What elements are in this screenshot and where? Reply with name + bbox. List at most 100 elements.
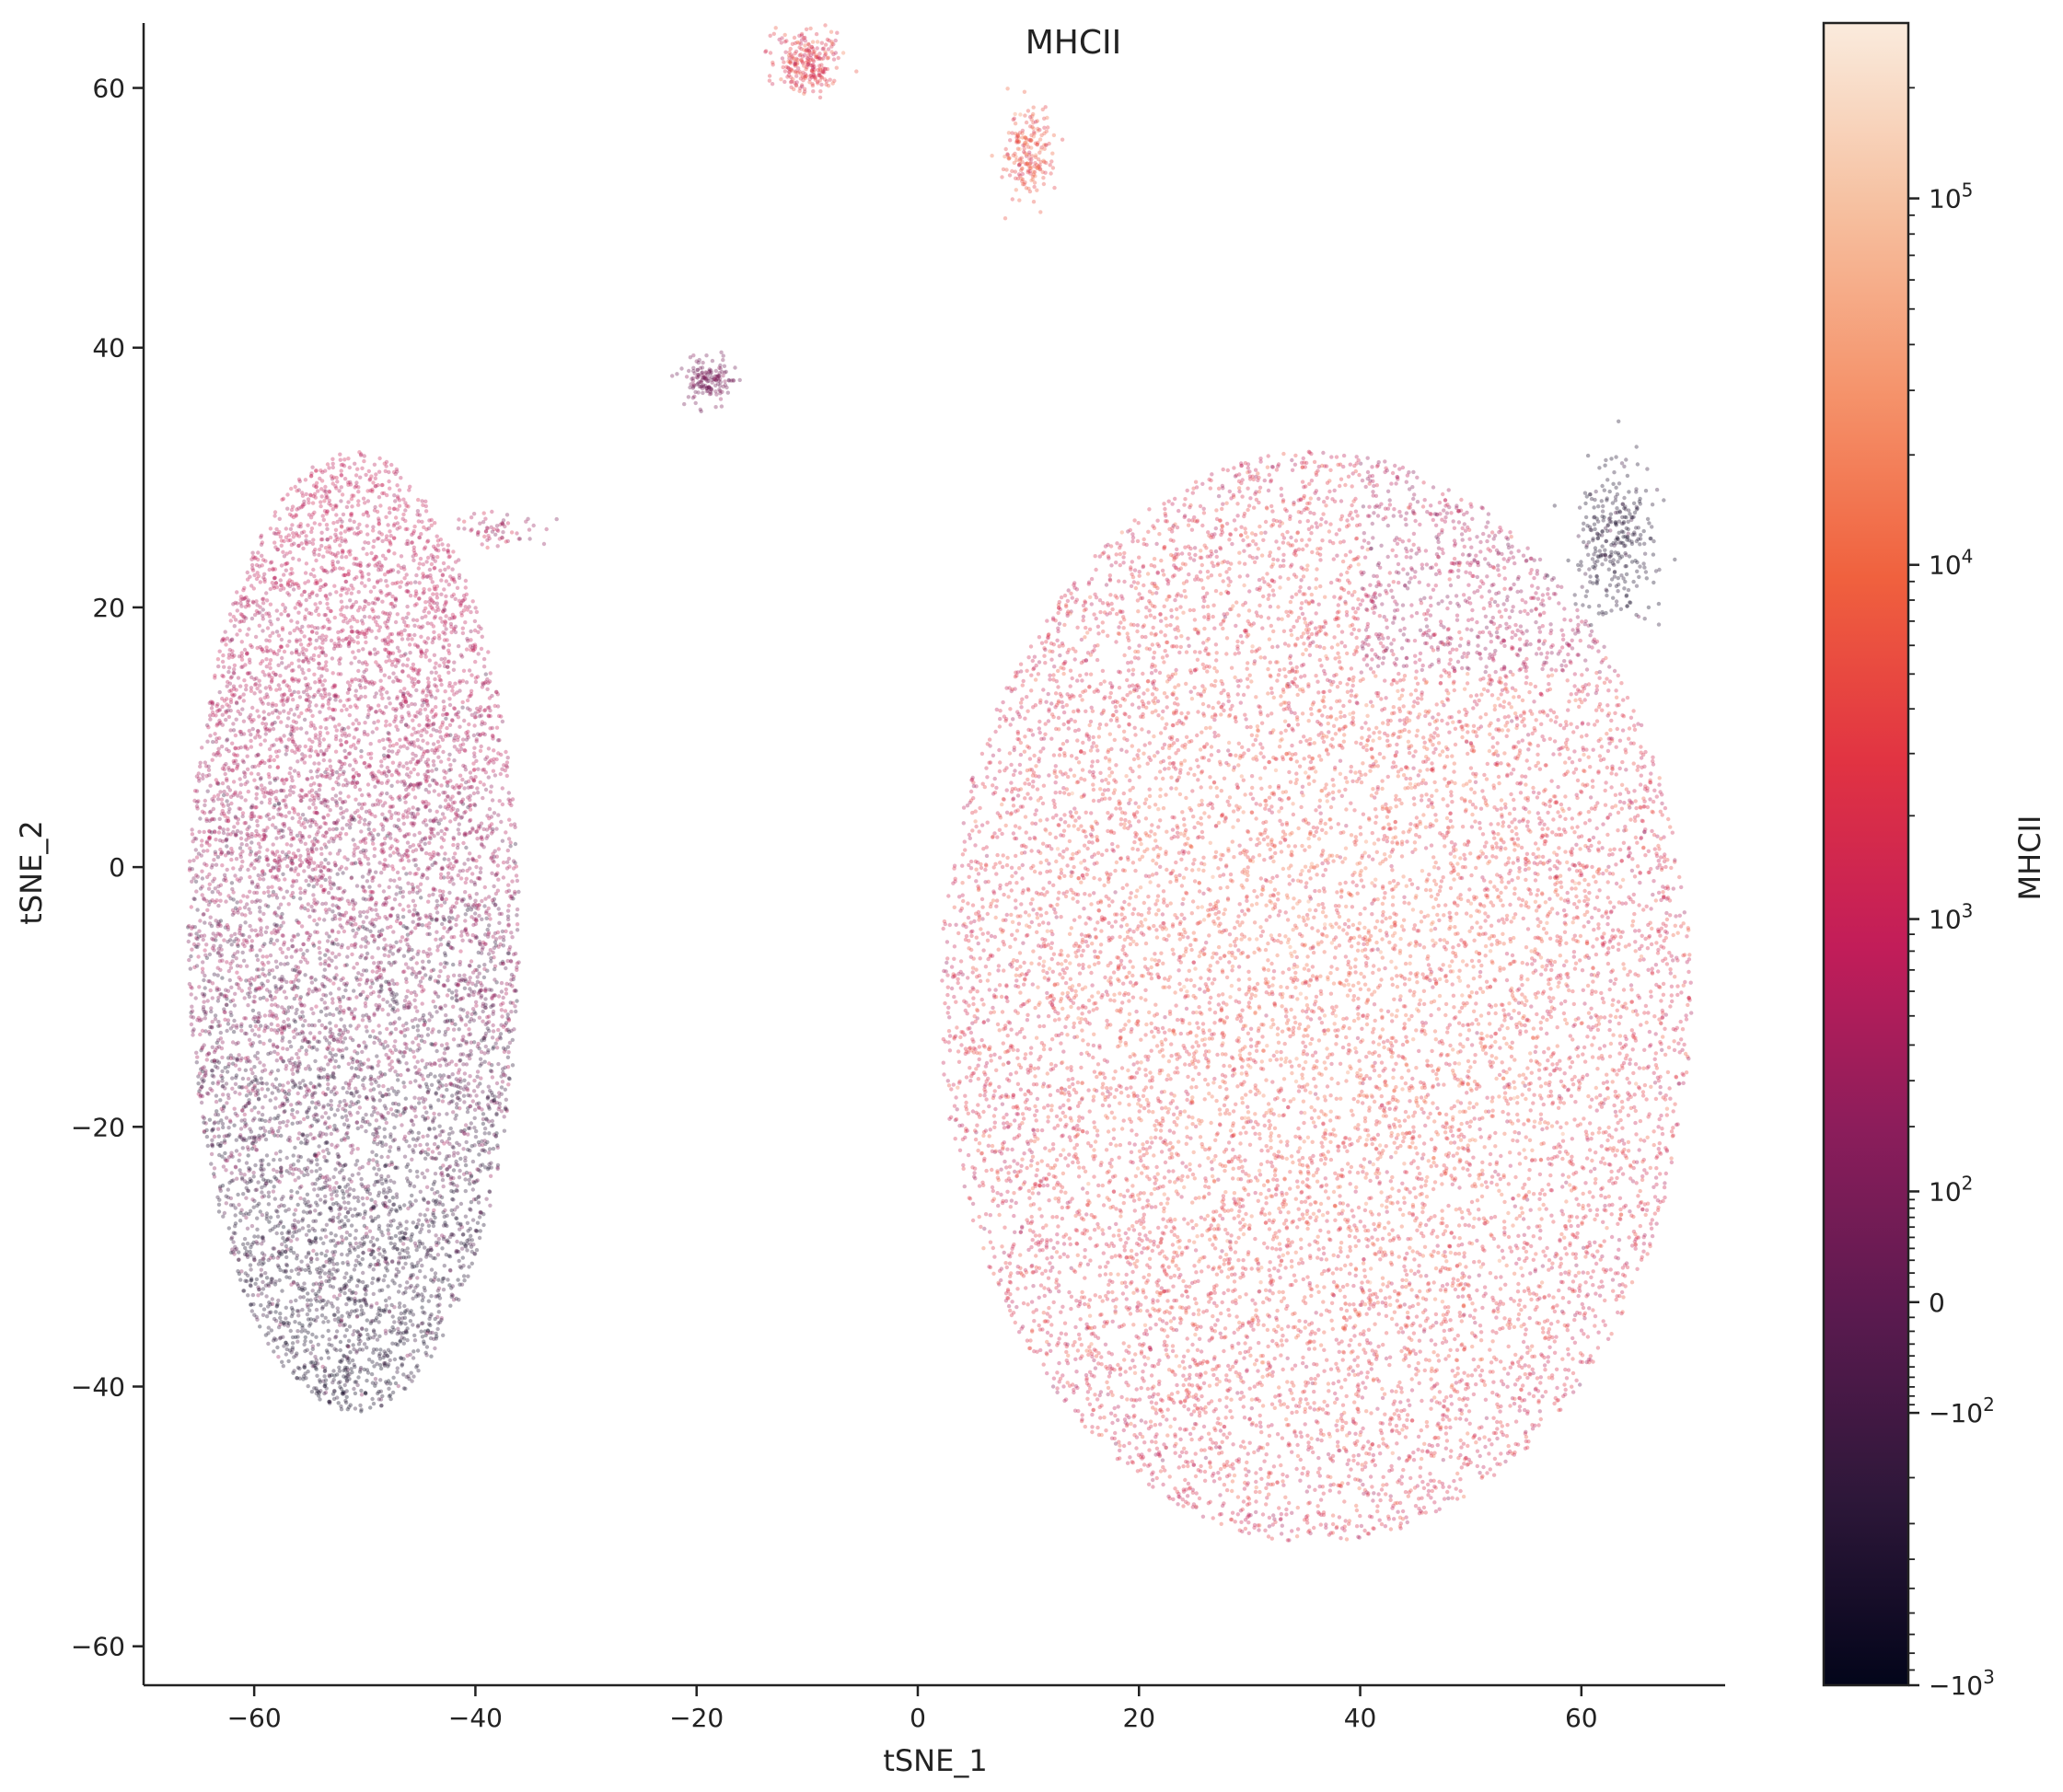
scatter-point: [306, 1116, 309, 1119]
scatter-point: [291, 1234, 295, 1238]
scatter-point: [188, 860, 191, 863]
scatter-point: [445, 1088, 448, 1092]
scatter-point: [356, 608, 360, 612]
scatter-point: [353, 520, 356, 524]
scatter-point: [469, 959, 473, 963]
scatter-point: [459, 933, 463, 937]
scatter-point: [300, 904, 304, 908]
scatter-point: [297, 600, 301, 604]
scatter-point: [507, 791, 511, 794]
scatter-point: [363, 615, 366, 619]
scatter-point: [501, 720, 504, 723]
scatter-point: [469, 776, 473, 780]
scatter-point: [479, 780, 482, 784]
scatter-point: [481, 1090, 484, 1093]
scatter-point: [425, 1345, 429, 1348]
scatter-point: [361, 661, 365, 665]
scatter-point: [284, 1316, 287, 1320]
scatter-point: [388, 1003, 392, 1007]
scatter-point: [403, 781, 407, 785]
scatter-point: [504, 830, 507, 834]
scatter-point: [226, 810, 230, 814]
scatter-point: [384, 1143, 388, 1147]
scatter-point: [216, 1142, 220, 1146]
scatter-point: [309, 769, 313, 773]
scatter-point: [391, 1391, 395, 1394]
scatter-point: [369, 985, 373, 988]
scatter-point: [411, 966, 414, 970]
scatter-point: [476, 907, 480, 910]
scatter-point: [421, 739, 424, 743]
scatter-point: [379, 1367, 383, 1370]
scatter-point: [289, 1189, 293, 1193]
scatter-point: [273, 1197, 277, 1200]
scatter-point: [323, 688, 327, 691]
scatter-point: [419, 635, 423, 639]
scatter-point: [478, 855, 481, 859]
scatter-point: [256, 729, 260, 733]
scatter-point: [263, 974, 267, 977]
scatter-point: [358, 683, 362, 687]
scatter-point: [402, 576, 406, 580]
scatter-point: [378, 1070, 382, 1074]
scatter-point: [400, 637, 404, 641]
scatter-point: [418, 1213, 422, 1217]
scatter-point: [388, 1048, 392, 1052]
scatter-point: [233, 664, 237, 667]
scatter-point: [342, 1024, 346, 1028]
scatter-point: [344, 1236, 348, 1240]
scatter-point: [303, 760, 307, 764]
scatter-point: [365, 909, 369, 913]
scatter-point: [421, 965, 424, 969]
scatter-point: [410, 1371, 413, 1375]
scatter-point: [258, 906, 261, 909]
scatter-point: [465, 1014, 469, 1018]
scatter-point: [354, 976, 358, 979]
scatter-point: [300, 789, 304, 792]
scatter-point: [471, 993, 475, 997]
scatter-point: [461, 1264, 465, 1267]
scatter-point: [314, 495, 318, 499]
scatter-point: [435, 899, 439, 903]
scatter-point: [413, 1144, 417, 1148]
scatter-point: [295, 533, 298, 537]
scatter-point: [444, 1004, 447, 1008]
scatter-point: [362, 459, 365, 463]
scatter-point: [292, 720, 296, 723]
scatter-point: [484, 770, 488, 774]
scatter-point: [360, 1125, 364, 1128]
scatter-point: [234, 1112, 238, 1116]
scatter-point: [476, 1178, 480, 1182]
scatter-point: [376, 1135, 379, 1139]
scatter-point: [257, 714, 261, 718]
scatter-point: [388, 701, 392, 705]
scatter-point: [296, 1137, 300, 1140]
scatter-point: [322, 1374, 326, 1378]
scatter-point: [357, 590, 361, 594]
scatter-point: [502, 996, 505, 1000]
scatter-point: [305, 561, 308, 565]
scatter-point: [317, 1118, 320, 1122]
scatter-point: [285, 1156, 289, 1160]
scatter-point: [375, 1127, 378, 1131]
scatter-point: [432, 630, 435, 634]
scatter-point: [423, 1245, 426, 1249]
scatter-point: [234, 734, 238, 737]
scatter-point: [333, 724, 337, 728]
scatter-point: [245, 1161, 249, 1164]
scatter-point: [295, 648, 298, 652]
scatter-point: [423, 1105, 426, 1109]
scatter-point: [435, 555, 439, 559]
scatter-point: [339, 743, 342, 746]
scatter-point: [238, 1159, 241, 1162]
scatter-point: [225, 1003, 228, 1007]
scatter-point: [372, 1012, 376, 1015]
scatter-point: [416, 738, 420, 742]
scatter-point: [469, 1234, 472, 1238]
scatter-point: [321, 1320, 325, 1324]
scatter-point: [221, 1126, 225, 1129]
scatter-point: [318, 688, 321, 692]
scatter-point: [319, 544, 323, 548]
scatter-point: [499, 820, 503, 824]
scatter-point: [325, 527, 329, 531]
